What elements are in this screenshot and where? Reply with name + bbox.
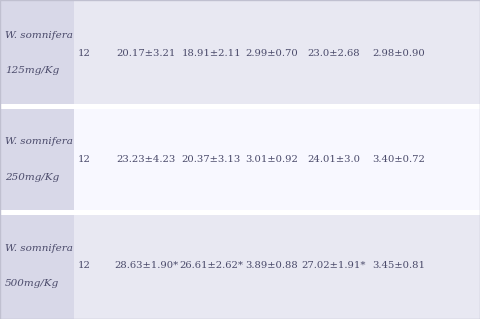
Text: 12: 12 — [78, 49, 90, 58]
Text: 250mg/Kg: 250mg/Kg — [5, 173, 59, 182]
Text: 500mg/Kg: 500mg/Kg — [5, 279, 59, 288]
Text: 2.98±0.90: 2.98±0.90 — [372, 49, 425, 58]
Text: 28.63±1.90*: 28.63±1.90* — [114, 261, 179, 270]
Text: 24.01±3.0: 24.01±3.0 — [307, 155, 360, 164]
Text: 3.45±0.81: 3.45±0.81 — [372, 261, 425, 270]
Bar — [74, 213, 480, 319]
Text: 18.91±2.11: 18.91±2.11 — [181, 49, 241, 58]
Bar — [0, 104, 480, 109]
Text: W. somnifera: W. somnifera — [5, 244, 72, 253]
Text: 125mg/Kg: 125mg/Kg — [5, 66, 59, 75]
Text: 20.37±3.13: 20.37±3.13 — [181, 155, 241, 164]
Text: 3.40±0.72: 3.40±0.72 — [372, 155, 425, 164]
Text: 23.0±2.68: 23.0±2.68 — [307, 49, 360, 58]
Text: 26.61±2.62*: 26.61±2.62* — [179, 261, 243, 270]
Bar — [0, 0, 74, 106]
Text: 20.17±3.21: 20.17±3.21 — [117, 49, 176, 58]
Text: 12: 12 — [78, 155, 90, 164]
Text: W. somnifera: W. somnifera — [5, 31, 72, 40]
Text: 3.01±0.92: 3.01±0.92 — [245, 155, 298, 164]
Bar — [0, 210, 480, 215]
Bar — [74, 106, 480, 213]
Text: 27.02±1.91*: 27.02±1.91* — [301, 261, 366, 270]
Bar — [0, 106, 74, 213]
Text: 12: 12 — [78, 261, 90, 270]
Text: 2.99±0.70: 2.99±0.70 — [245, 49, 298, 58]
Bar — [0, 213, 74, 319]
Text: 23.23±4.23: 23.23±4.23 — [117, 155, 176, 164]
Text: W. somnifera: W. somnifera — [5, 137, 72, 146]
Bar — [74, 0, 480, 106]
Text: 3.89±0.88: 3.89±0.88 — [245, 261, 298, 270]
